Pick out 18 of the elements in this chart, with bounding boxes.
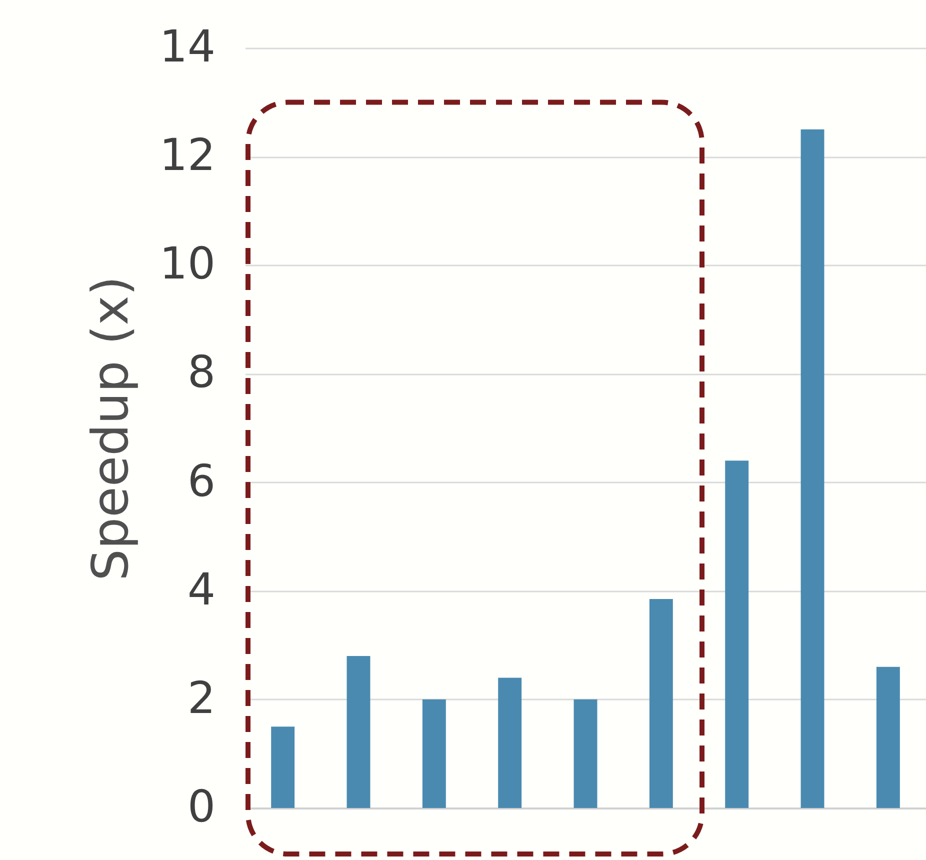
y-tick-label: 6: [188, 456, 216, 507]
y-axis-title: Speedup (x): [82, 276, 140, 581]
bar: [422, 699, 446, 808]
bar: [725, 460, 749, 808]
y-tick-label: 8: [188, 347, 216, 398]
bar: [498, 678, 522, 808]
y-tick-label: 14: [160, 22, 216, 72]
y-tick-label: 0: [188, 782, 216, 832]
bar: [271, 726, 295, 808]
bar: [346, 656, 370, 808]
y-tick-label: 12: [160, 130, 216, 182]
bar: [800, 129, 824, 808]
y-tick-label: 4: [188, 564, 216, 616]
y-tick-label: 10: [160, 238, 216, 290]
bar: [574, 699, 598, 808]
bar: [649, 599, 673, 808]
y-tick-label: 2: [188, 672, 216, 724]
bar: [876, 666, 900, 808]
